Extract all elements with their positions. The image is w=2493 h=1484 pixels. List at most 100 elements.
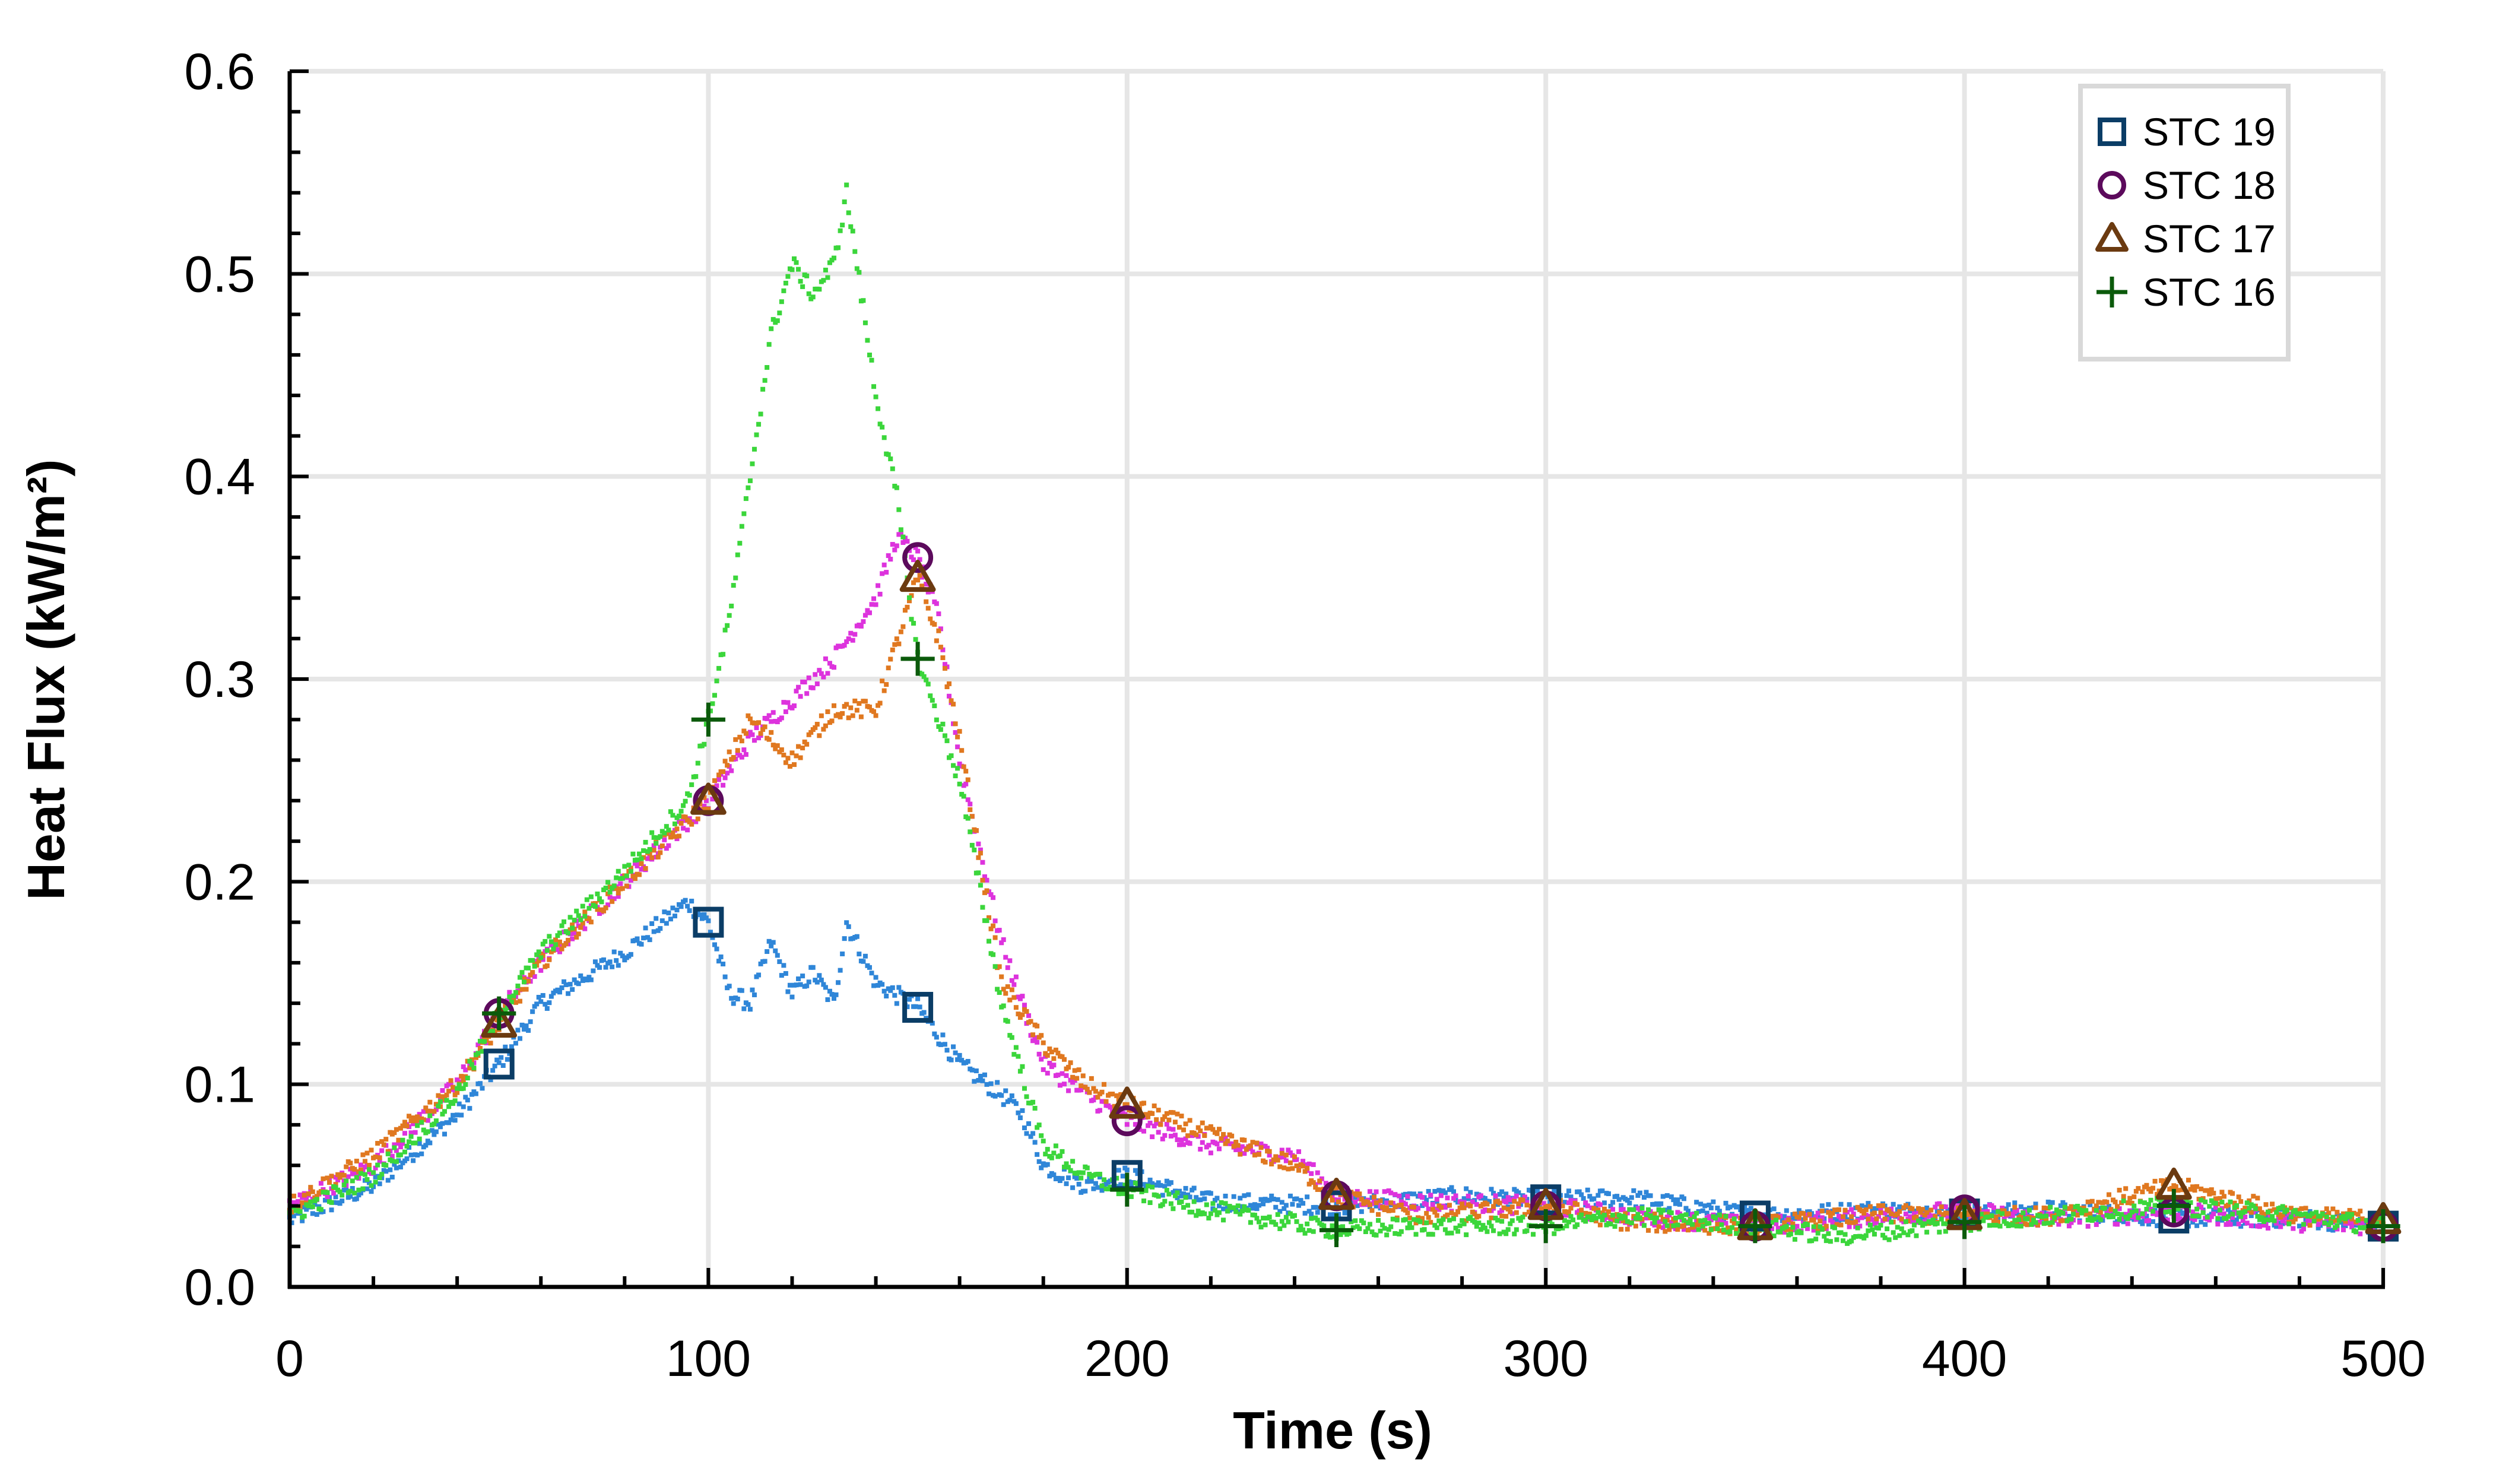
data-point	[1774, 1217, 1779, 1223]
data-point	[1859, 1203, 1864, 1209]
data-point	[794, 753, 799, 759]
data-point	[1589, 1217, 1594, 1222]
data-point	[1472, 1219, 1477, 1225]
data-point	[1566, 1210, 1571, 1216]
data-point	[582, 909, 588, 915]
data-point	[944, 738, 950, 743]
data-point	[2330, 1215, 2336, 1220]
data-point	[775, 953, 780, 958]
data-point	[2192, 1213, 2197, 1219]
data-point	[2088, 1215, 2093, 1220]
data-point	[2230, 1212, 2235, 1217]
data-point	[2209, 1187, 2214, 1193]
data-point	[915, 578, 921, 583]
data-point	[1466, 1193, 1471, 1198]
data-point	[494, 1057, 500, 1063]
data-point	[1698, 1201, 1704, 1207]
data-point	[1985, 1212, 1990, 1217]
data-point	[591, 968, 596, 974]
data-point	[645, 856, 651, 861]
data-point	[1524, 1200, 1530, 1205]
data-point	[1108, 1105, 1113, 1110]
data-point	[714, 678, 719, 684]
y-tick-label: 0.3	[184, 651, 255, 708]
data-point	[1043, 1152, 1048, 1157]
data-point	[1886, 1208, 1892, 1213]
data-point	[1880, 1232, 1886, 1238]
data-point	[1009, 1035, 1014, 1040]
data-point	[1882, 1216, 1888, 1222]
data-point	[1371, 1197, 1376, 1202]
data-point	[388, 1167, 393, 1172]
data-point	[1036, 1051, 1042, 1057]
data-point	[1863, 1233, 1869, 1238]
data-point	[999, 940, 1004, 946]
data-point	[1562, 1218, 1567, 1223]
data-point	[1146, 1184, 1151, 1189]
data-point	[2140, 1189, 2145, 1194]
data-point	[1616, 1197, 1622, 1202]
data-point	[2127, 1213, 2133, 1218]
data-point	[2033, 1201, 2038, 1207]
data-point	[1978, 1212, 1984, 1217]
data-point	[1866, 1228, 1871, 1234]
data-point	[796, 744, 801, 749]
data-point	[1041, 1067, 1046, 1072]
data-point	[1564, 1213, 1569, 1218]
data-point	[509, 1044, 514, 1049]
data-point	[2096, 1200, 2101, 1205]
data-point	[340, 1198, 345, 1204]
data-point	[1650, 1215, 1655, 1220]
data-point	[898, 531, 903, 536]
data-point	[737, 541, 743, 546]
data-point	[1305, 1221, 1310, 1226]
data-point	[1453, 1193, 1458, 1198]
data-point	[1436, 1188, 1442, 1193]
data-point	[867, 704, 872, 709]
data-point	[1068, 1060, 1073, 1066]
data-point	[302, 1213, 307, 1219]
data-point	[1061, 1082, 1067, 1087]
data-point	[1870, 1227, 1875, 1232]
data-point	[1041, 1040, 1046, 1045]
data-point	[1279, 1147, 1284, 1153]
data-point	[2029, 1222, 2034, 1227]
data-point	[505, 1057, 510, 1062]
data-point	[2060, 1218, 2066, 1223]
data-point	[1066, 1175, 1071, 1181]
data-point	[1393, 1204, 1398, 1210]
data-point	[1663, 1219, 1668, 1224]
data-point	[1596, 1207, 1601, 1213]
data-point	[2021, 1210, 2026, 1216]
data-point	[1271, 1197, 1276, 1202]
data-point	[940, 655, 946, 661]
data-point	[819, 977, 824, 982]
data-point	[611, 896, 617, 901]
data-point	[1702, 1217, 1708, 1223]
data-point	[526, 978, 531, 984]
data-point	[900, 534, 906, 540]
data-point	[1438, 1205, 1444, 1210]
data-point	[1478, 1193, 1483, 1198]
data-point	[1491, 1228, 1496, 1234]
data-point	[1581, 1196, 1586, 1201]
data-point	[1853, 1219, 1858, 1225]
data-point	[973, 1068, 979, 1073]
data-point	[888, 988, 893, 993]
data-point	[1516, 1190, 1521, 1196]
data-point	[314, 1212, 319, 1217]
data-point	[798, 755, 803, 760]
data-point	[1185, 1133, 1191, 1139]
data-point	[942, 662, 947, 667]
data-point	[1313, 1204, 1318, 1210]
data-point	[865, 338, 870, 343]
data-point	[394, 1159, 399, 1164]
data-point	[1646, 1228, 1651, 1233]
data-point	[400, 1137, 405, 1143]
data-point	[1179, 1199, 1184, 1204]
data-point	[427, 1099, 433, 1105]
data-point	[814, 979, 820, 985]
data-point	[1771, 1206, 1777, 1212]
data-point	[1124, 1167, 1130, 1172]
